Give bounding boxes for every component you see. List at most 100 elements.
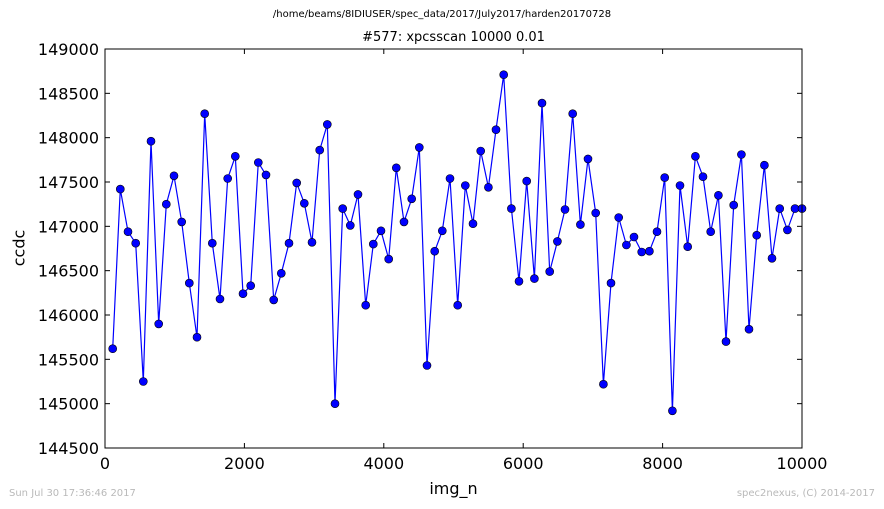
data-point	[307, 238, 317, 247]
data-point	[767, 253, 777, 263]
data-point	[453, 300, 463, 310]
data-point	[185, 278, 194, 288]
data-point	[276, 268, 286, 278]
x-tick-label: 10000	[777, 454, 828, 473]
data-point	[721, 337, 731, 346]
data-point	[231, 152, 240, 161]
data-point	[437, 226, 447, 236]
data-point	[108, 344, 117, 354]
data-point	[484, 183, 493, 192]
footer-timestamp: Sun Jul 30 17:36:46 2017	[9, 488, 136, 499]
data-point	[445, 174, 455, 183]
data-point	[116, 184, 125, 194]
data-point	[760, 160, 769, 170]
data-point	[353, 190, 363, 199]
data-point	[284, 238, 294, 248]
data-point	[675, 181, 685, 190]
data-point	[299, 199, 309, 208]
x-tick-label: 8000	[642, 454, 683, 473]
data-point	[606, 278, 616, 288]
data-point	[269, 295, 279, 305]
y-tick-label: 145500	[38, 350, 99, 369]
data-point	[576, 220, 585, 229]
data-point	[668, 406, 677, 416]
data-point	[422, 361, 432, 370]
data-point	[537, 98, 547, 108]
data-point	[729, 200, 739, 210]
data-point	[246, 281, 255, 291]
data-point	[660, 173, 670, 182]
data-point	[322, 120, 332, 129]
y-tick-label: 145000	[38, 395, 99, 414]
data-point	[744, 324, 754, 334]
data-point	[407, 194, 417, 204]
tick-layer: 0 2000 4000 6000 8000 10000 144500 145000 145500…	[38, 40, 828, 473]
data-point	[292, 178, 302, 188]
data-point	[629, 232, 639, 242]
data-point	[622, 240, 631, 250]
plot-area	[105, 49, 802, 448]
data-point	[775, 204, 785, 213]
y-tick-label: 146500	[38, 262, 99, 281]
data-point	[752, 230, 762, 240]
data-point	[430, 246, 440, 256]
data-point	[399, 217, 409, 227]
data-point	[376, 226, 386, 236]
data-point	[683, 242, 693, 251]
data-point	[645, 246, 654, 256]
x-tick-label: 0	[100, 454, 110, 473]
data-point	[192, 332, 202, 342]
data-point	[737, 150, 746, 159]
data-point	[698, 172, 708, 181]
data-point	[568, 109, 578, 118]
data-point	[177, 217, 186, 227]
data-point	[223, 174, 232, 183]
data-point	[499, 70, 509, 79]
data-point	[146, 136, 156, 146]
footer-credit: spec2nexus, (C) 2014-2017	[736, 488, 875, 499]
data-point	[261, 170, 271, 180]
data-point	[345, 221, 355, 230]
data-point	[591, 208, 601, 218]
data-point	[522, 176, 532, 186]
data-point	[162, 199, 171, 209]
data-point	[783, 225, 792, 235]
data-point	[560, 205, 570, 214]
data-point	[652, 227, 662, 236]
data-point	[414, 143, 424, 152]
data-point	[507, 204, 516, 213]
data-point	[491, 125, 501, 134]
data-point	[238, 289, 248, 299]
data-point	[460, 181, 470, 190]
y-tick-label: 147500	[38, 173, 99, 192]
data-point	[614, 213, 624, 222]
data-point	[514, 276, 524, 286]
data-point	[599, 379, 608, 389]
data-point	[545, 267, 555, 276]
data-point	[368, 239, 378, 249]
data-point	[338, 204, 348, 213]
y-tick-label: 148500	[38, 84, 99, 103]
data-point	[139, 377, 148, 386]
y-tick-label: 144500	[38, 439, 99, 458]
data-point	[553, 237, 562, 246]
figure-suptitle-path: /home/beams/8IDIUSER/spec_data/2017/July…	[272, 9, 612, 20]
data-point	[123, 227, 133, 236]
x-tick-label: 2000	[224, 454, 265, 473]
data-point	[315, 145, 325, 155]
data-point	[154, 319, 163, 329]
y-tick-label: 149000	[38, 40, 99, 59]
data-point	[530, 274, 539, 283]
data-point	[714, 191, 723, 200]
x-tick-label: 4000	[363, 454, 404, 473]
y-tick-label: 148000	[38, 129, 99, 148]
data-point	[169, 171, 179, 181]
data-point	[215, 294, 225, 304]
data-point	[476, 146, 486, 156]
data-point	[637, 247, 647, 257]
data-point	[208, 238, 217, 248]
x-tick-label: 6000	[503, 454, 544, 473]
data-point	[200, 109, 209, 118]
data-point	[131, 238, 140, 248]
